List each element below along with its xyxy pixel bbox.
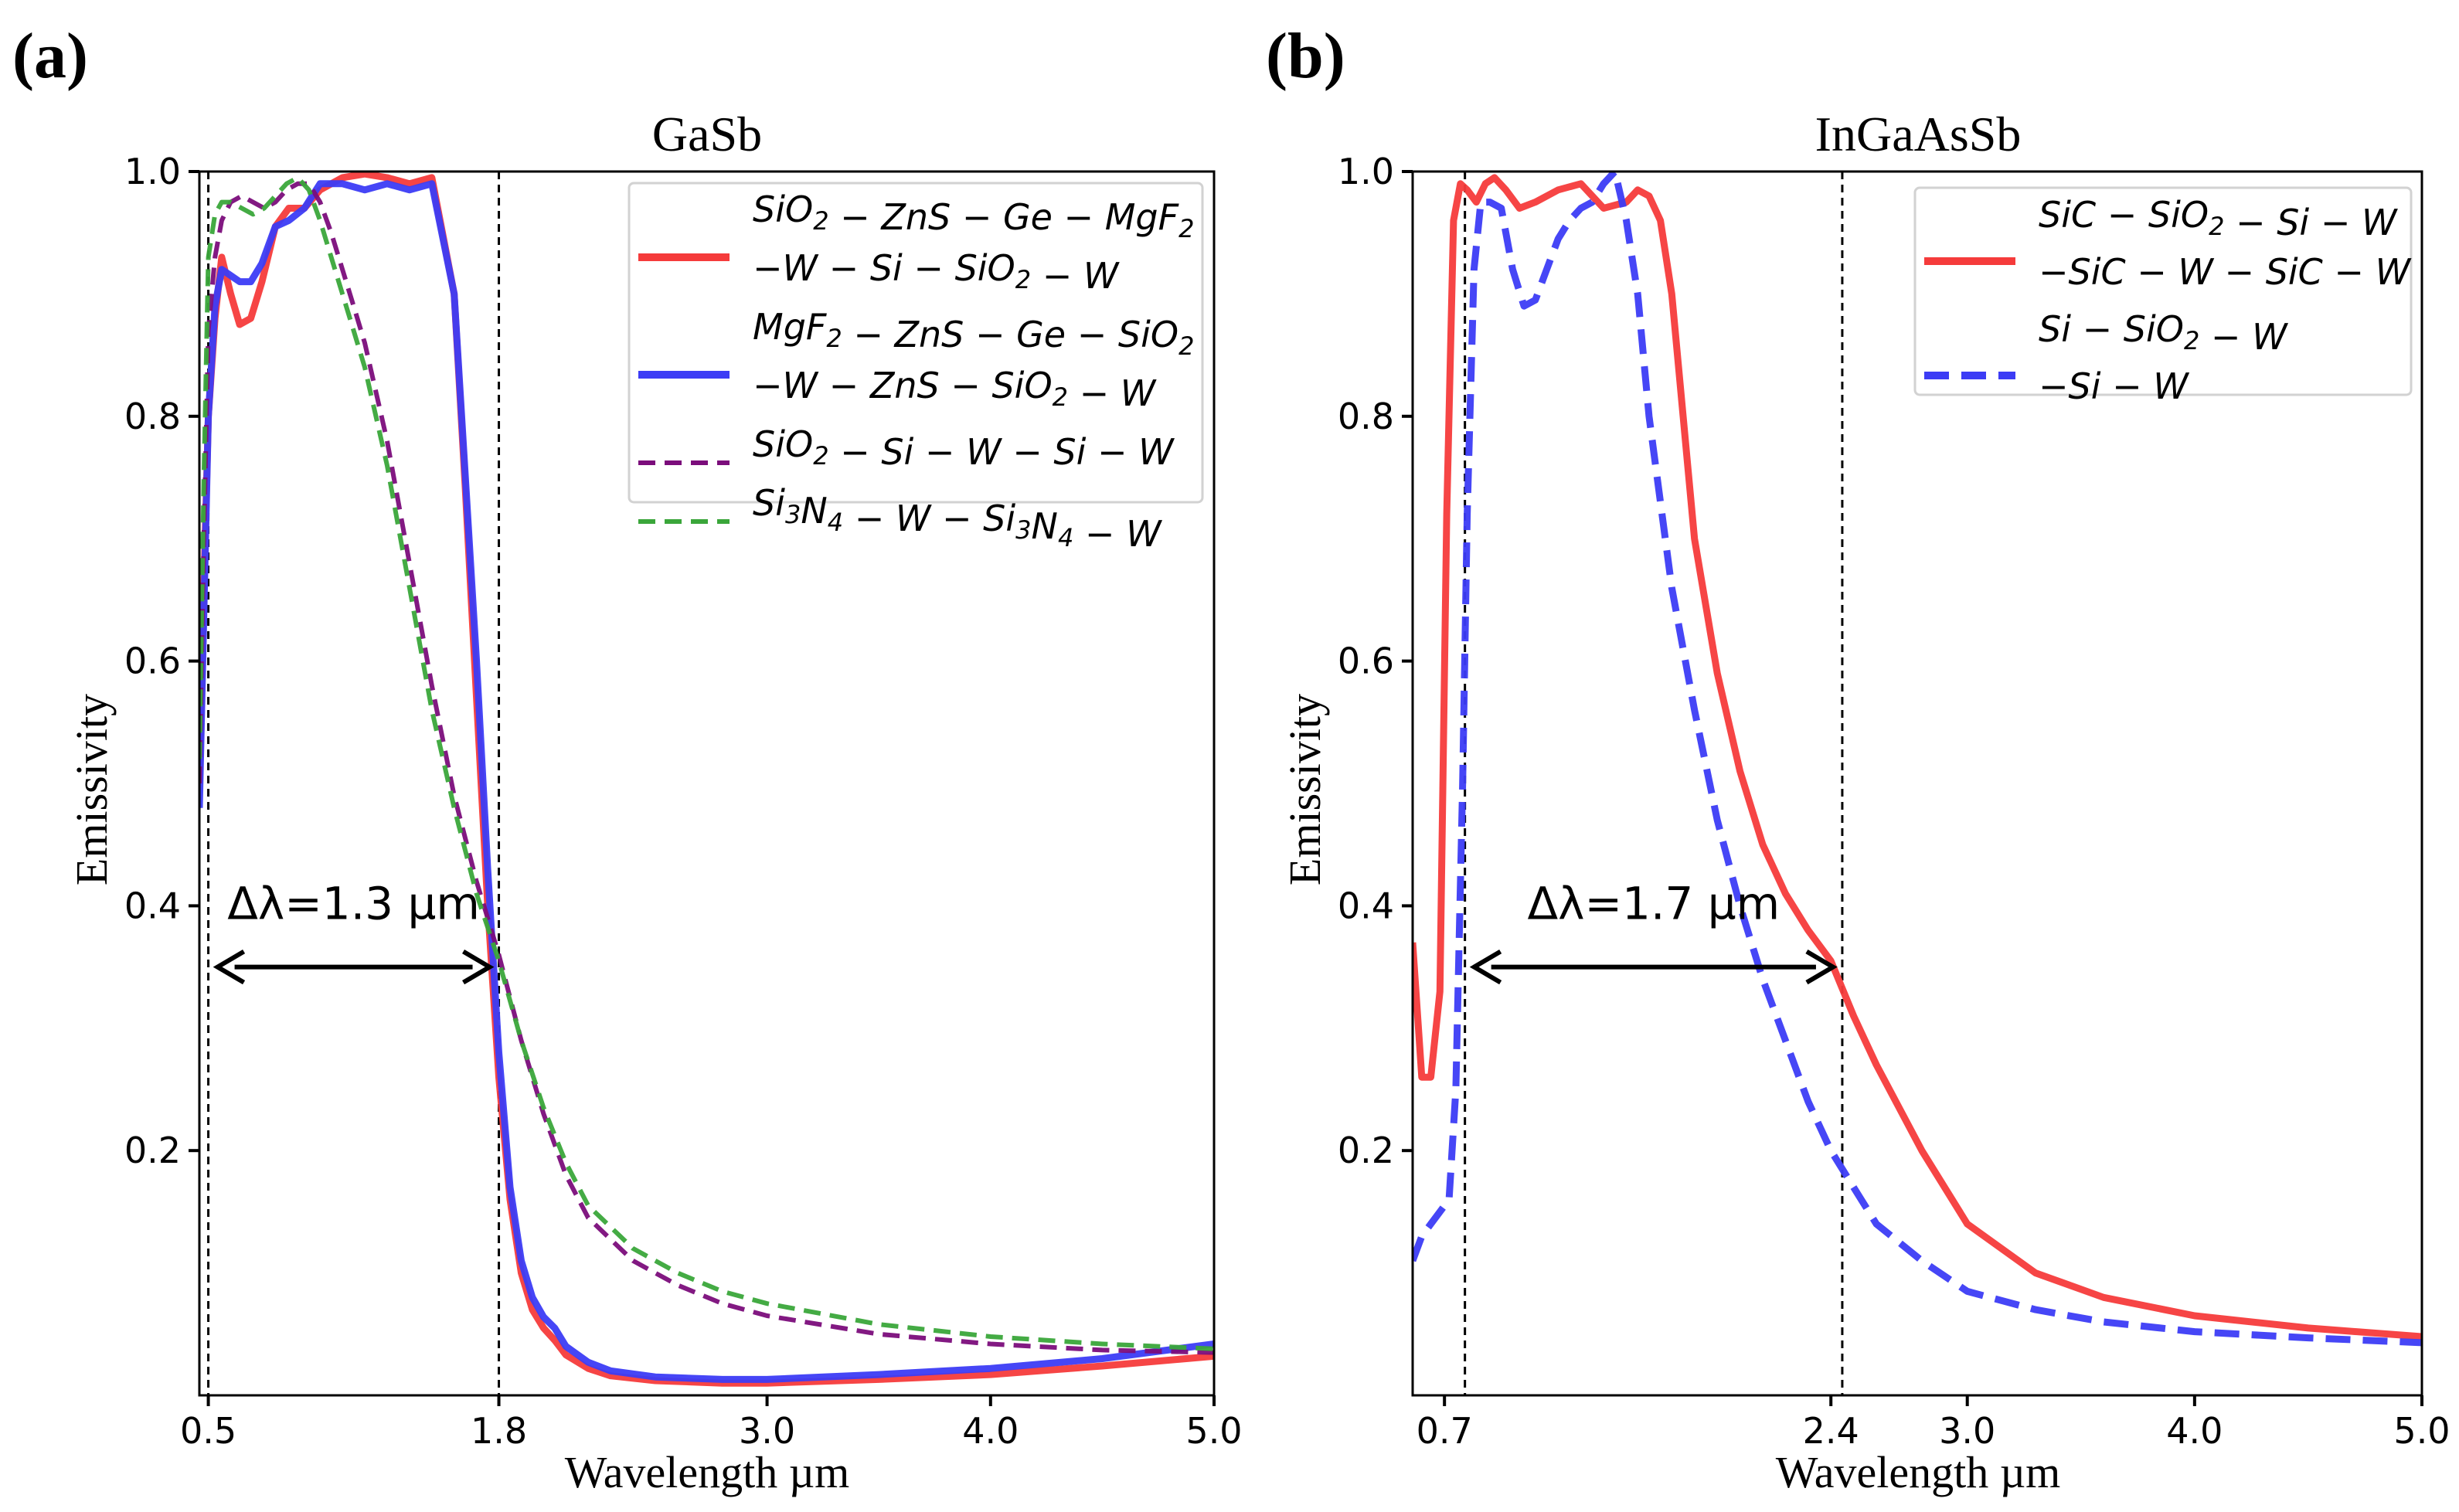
y-tick-label-4: 1.0 [124,151,181,192]
series-line-3 [199,175,1214,1351]
series-line-1 [199,180,1214,1383]
legend-label-0-0: SiC − SiO2 − Si − W [2039,194,2398,243]
series-line-0 [1413,174,2422,1340]
delta-lambda-annotation: Δλ=1.3 µm [227,878,480,930]
x-axis-label-a: Wavelength µm [565,1447,850,1497]
legend-label-3-0: Si3N4 − W − Si3N4 − W [753,482,1162,555]
series-lines [199,172,1214,1387]
panel-label-a: (a) [12,20,88,92]
legend-label-1-0: Si − SiO2 − W [2039,308,2288,358]
legend-entries-b: SiC − SiO2 − Si − W −SiC − W − SiC − W Si … [1924,194,2412,407]
y-tick-label-2: 0.6 [124,640,181,682]
legend-label-0-0: SiO2 − ZnS − Ge − MgF2 [753,189,1194,243]
series-lines [1413,172,2422,1347]
delta-arrow-head-left [213,950,246,985]
y-tick-label-0: 0.2 [124,1130,181,1171]
plot-frame-b [1411,170,2423,1397]
delta-lambda-annotation: Δλ=1.7 µm [1527,878,1780,930]
legend-label-1-1: −Si − W [2039,365,2189,407]
legend-box-b [1913,186,2413,396]
x-tick-label-0: 0.7 [1417,1410,1473,1452]
x-tick-label-2: 3.0 [739,1410,795,1452]
x-tick-label-1: 1.8 [471,1410,527,1452]
delta-arrow-head-right [462,950,495,985]
x-tick-label-1: 2.4 [1803,1410,1859,1452]
x-tick-label-3: 4.0 [962,1410,1019,1452]
series-line-1 [1413,172,2422,1347]
series-line-2 [199,181,1214,1355]
x-tick-label-4: 5.0 [2393,1410,2450,1452]
chart-title-b: InGaAsSb [1815,107,2022,161]
legend-a: SiO2 − ZnS − Ge − MgF2−W − Si − SiO2 − W… [628,182,1204,555]
y-tick-label-3: 0.8 [124,396,181,437]
x-axis-label-b: Wavelength µm [1776,1447,2061,1497]
y-tick-label-1: 0.4 [1338,885,1394,926]
panel-a: (a) GaSb Wavelength µm Emissivity 0.5 1.8… [12,20,1243,1497]
plot-frame-a [198,170,1216,1397]
plot-area-b: 0.7 2.4 3.0 4.0 5.0 0.2 0.4 0.6 0.8 1.0 Δλ=1.7 µm [1338,151,2450,1452]
y-tick-label-4: 1.0 [1338,151,1394,192]
x-tick-label-3: 4.0 [2166,1410,2223,1452]
x-tick-label-0: 0.5 [180,1410,236,1452]
plot-area-a: 0.5 1.8 3.0 4.0 5.0 0.2 0.4 0.6 0.8 1.0 Δλ=1.3 µm [124,151,1243,1452]
y-axis-label-b: Emissivity [1280,694,1330,885]
delta-arrow-head-left [1469,950,1502,985]
y-tick-label-2: 0.6 [1338,640,1394,682]
legend-label-1-1: −W − ZnS − SiO2 − W [753,365,1157,414]
legend-label-1-0: MgF2 − ZnS − Ge − SiO2 [753,306,1194,361]
delta-arrow-head-right [1805,950,1838,985]
panel-label-b: (b) [1266,20,1345,92]
panel-b: (b) InGaAsSb Wavelength µm Emissivity 0.… [1266,20,2450,1497]
chart-title-a: GaSb [652,107,762,161]
legend-b: SiC − SiO2 − Si − W −SiC − W − SiC − W Si … [1913,186,2413,407]
x-tick-label-2: 3.0 [1939,1410,1995,1452]
legend-label-0-1: −W − Si − SiO2 − W [753,247,1120,297]
y-axis-label-a: Emissivity [66,694,117,885]
legend-label-0-1: −SiC − W − SiC − W [2039,251,2412,293]
legend-box-a [628,182,1204,504]
legend-entries-a: SiO2 − ZnS − Ge − MgF2−W − Si − SiO2 − W… [638,189,1194,555]
y-tick-label-3: 0.8 [1338,396,1394,437]
y-tick-label-1: 0.4 [124,885,181,926]
y-tick-label-0: 0.2 [1338,1130,1394,1171]
legend-label-2-0: SiO2 − Si − W − Si − W [753,423,1175,473]
x-tick-label-4: 5.0 [1185,1410,1242,1452]
